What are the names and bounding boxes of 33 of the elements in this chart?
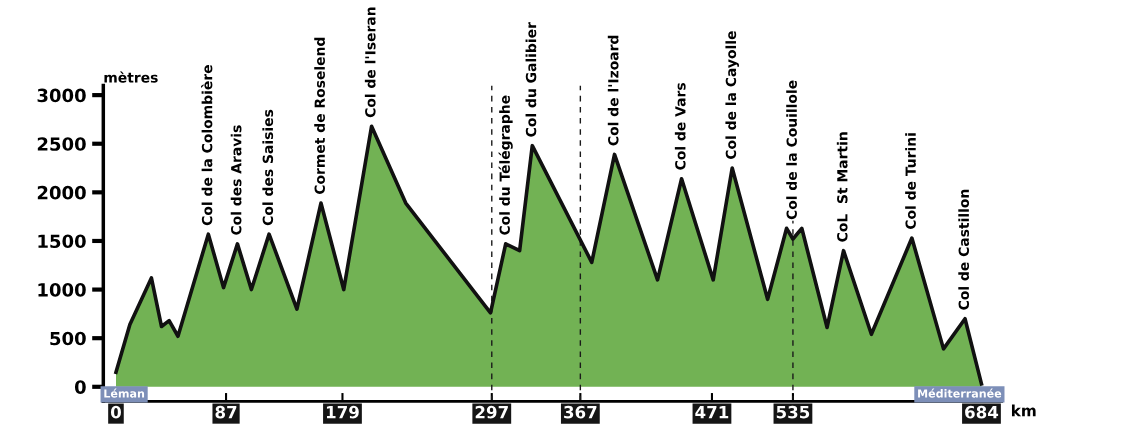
- annotation: Col de Vars: [674, 83, 686, 170]
- annotation: Col du Télégraphe: [498, 95, 513, 235]
- x-tick-label: 297: [475, 405, 508, 419]
- annotation: CoL St Martin: [836, 132, 848, 242]
- y-tick-label: 3000: [37, 88, 86, 103]
- x-tick-label: 0: [110, 405, 121, 419]
- x-tick-label: 471: [695, 406, 729, 419]
- y-axis-title: mètres: [104, 71, 158, 83]
- annotation: Col de la Cayolle: [725, 31, 739, 160]
- x-axis-title: km: [1011, 404, 1036, 417]
- annotation: Col de l'Izoard: [607, 35, 619, 146]
- x-tick-label: 684: [965, 405, 999, 419]
- x-tick-label: 535: [776, 405, 810, 419]
- annotation: Col de l'Iseran: [364, 7, 376, 118]
- annotation: Col de Turini: [905, 133, 916, 230]
- annotation: Col des Aravis: [230, 125, 242, 235]
- annotation: Col de Castillon: [958, 189, 970, 310]
- y-tick-label: 2500: [37, 137, 86, 151]
- x-tick-label: 367: [564, 405, 597, 419]
- x-tick-label: 179: [326, 405, 359, 419]
- annotation: Col des Saisies: [262, 109, 274, 226]
- y-tick-label: 1000: [38, 283, 86, 297]
- y-tick-label: 2000: [37, 185, 86, 200]
- annotation: Méditerranée: [918, 388, 1002, 398]
- y-tick-label: 0: [74, 380, 86, 394]
- annotation: Col du Galibier: [525, 22, 537, 137]
- annotation: Cormet de Roselend: [314, 37, 325, 195]
- annotation: Col de la Colombière: [201, 65, 213, 226]
- x-tick-label: 87: [215, 405, 237, 419]
- y-tick-label: 1500: [38, 234, 86, 249]
- annotation: Léman: [104, 388, 145, 398]
- y-tick-label: 500: [50, 331, 86, 346]
- annotation: Col de la Couillole: [786, 80, 797, 220]
